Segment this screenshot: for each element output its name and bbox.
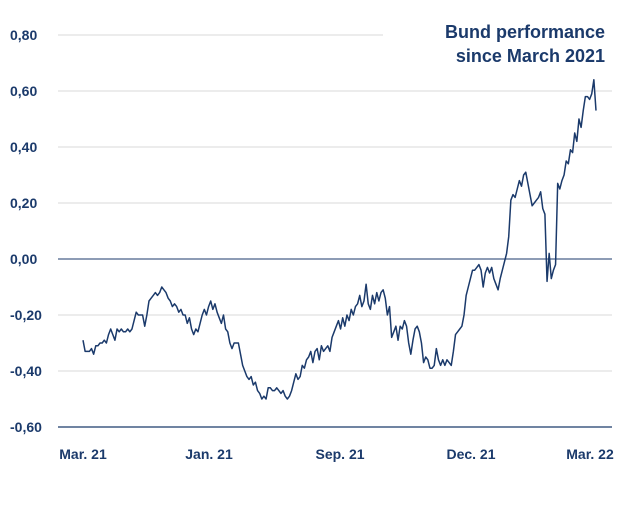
y-tick-label: 0,80 [10, 27, 37, 43]
y-tick-label: -0,40 [10, 363, 42, 379]
grid-lines [58, 34, 612, 372]
series-line-bund [82, 79, 597, 400]
x-tick-label: Mar. 22 [566, 446, 614, 462]
x-tick-label: Jan. 21 [185, 446, 233, 462]
y-tick-label: 0,60 [10, 83, 37, 99]
y-tick-label: 0,00 [10, 251, 37, 267]
chart-title-line-1: Bund performance [445, 22, 605, 42]
chart-title-line-2: since March 2021 [456, 46, 605, 66]
x-axis-tick-labels: Mar. 21 Jan. 21 Sep. 21 Dec. 21 Mar. 22 [59, 446, 614, 462]
y-tick-label: 0,20 [10, 195, 37, 211]
y-tick-label: 0,40 [10, 139, 37, 155]
x-tick-label: Dec. 21 [446, 446, 495, 462]
y-tick-label: -0,20 [10, 307, 42, 323]
x-tick-label: Mar. 21 [59, 446, 107, 462]
x-tick-label: Sep. 21 [315, 446, 364, 462]
y-tick-label: -0,60 [10, 419, 42, 435]
y-axis-tick-labels: 0,80 0,60 0,40 0,20 0,00 -0,20 -0,40 -0,60 [10, 27, 42, 435]
